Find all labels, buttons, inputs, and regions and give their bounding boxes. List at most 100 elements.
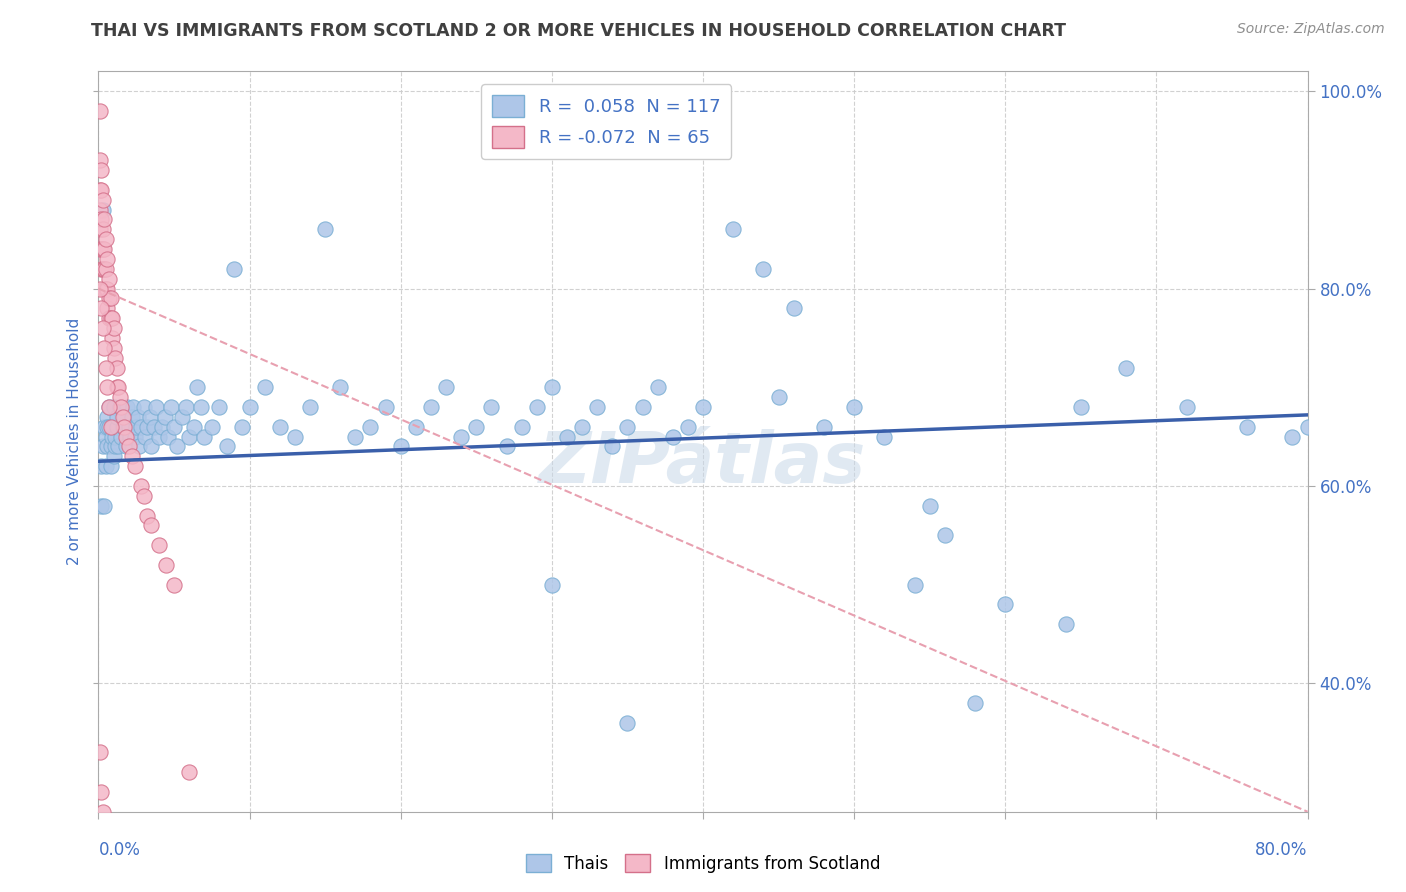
Point (128, 440, 150, 454)
Point (1054, 617, 1077, 632)
Point (103, 450, 125, 464)
Point (253, 380, 276, 394)
Point (571, 419, 593, 434)
Point (94, 232, 117, 246)
Point (107, 440, 129, 454)
Point (103, 400, 125, 414)
Point (91, 202, 114, 217)
Point (96, 440, 118, 454)
Point (100, 311, 122, 326)
Point (90, 183, 112, 197)
Point (111, 419, 134, 434)
Point (93, 419, 115, 434)
Point (94, 459, 117, 474)
Point (1296, 419, 1319, 434)
Point (160, 400, 183, 414)
Point (844, 400, 866, 414)
Point (91, 242, 114, 256)
Point (121, 409, 143, 424)
Point (110, 400, 132, 414)
Point (676, 419, 699, 434)
Point (141, 518, 163, 533)
Point (148, 538, 170, 552)
Point (540, 577, 562, 591)
Text: 80.0%: 80.0% (1256, 841, 1308, 859)
Point (994, 598, 1017, 612)
Point (616, 715, 638, 730)
Point (93, 261, 115, 276)
Point (174, 400, 197, 414)
Point (145, 400, 167, 414)
Point (89, 202, 111, 217)
Point (118, 419, 141, 434)
Point (122, 400, 145, 414)
Point (96, 380, 118, 394)
Point (163, 577, 186, 591)
Point (134, 429, 156, 443)
Point (239, 400, 262, 414)
Point (91, 261, 114, 276)
Point (101, 419, 124, 434)
Point (190, 400, 212, 414)
Point (90, 499, 112, 513)
Point (904, 577, 927, 591)
Point (420, 400, 443, 414)
Point (586, 400, 609, 414)
Point (132, 400, 155, 414)
Point (405, 419, 427, 434)
Point (783, 301, 806, 316)
Point (723, 222, 745, 236)
Point (121, 450, 143, 464)
Point (89, 103, 111, 118)
Point (89, 746, 111, 760)
Point (96, 419, 118, 434)
Point (616, 419, 638, 434)
Point (465, 419, 488, 434)
Point (118, 440, 141, 454)
Point (186, 380, 208, 394)
Point (1070, 400, 1092, 414)
Point (139, 409, 162, 424)
Point (98, 271, 121, 285)
Point (93, 499, 115, 513)
Point (141, 440, 163, 454)
Point (105, 380, 128, 394)
Point (105, 360, 128, 375)
Point (101, 331, 124, 345)
Point (153, 409, 176, 424)
Point (231, 419, 253, 434)
Point (98, 400, 121, 414)
Point (129, 419, 152, 434)
Point (104, 429, 127, 443)
Point (752, 261, 775, 276)
Point (93, 281, 115, 295)
Point (90, 242, 112, 256)
Point (100, 419, 122, 434)
Point (179, 429, 201, 443)
Point (127, 409, 149, 424)
Point (166, 440, 188, 454)
Point (114, 429, 136, 443)
Text: ZIPátlas: ZIPátlas (540, 429, 866, 499)
Point (374, 400, 396, 414)
Point (495, 440, 517, 454)
Point (98, 419, 121, 434)
Text: 0.0%: 0.0% (98, 841, 141, 859)
Point (155, 558, 177, 572)
Point (125, 419, 148, 434)
Point (163, 419, 186, 434)
Point (183, 419, 205, 434)
Point (510, 419, 533, 434)
Point (329, 380, 352, 394)
Point (98, 292, 121, 306)
Point (918, 499, 941, 513)
Point (1115, 360, 1137, 375)
Point (450, 429, 472, 443)
Point (112, 419, 135, 434)
Point (110, 429, 132, 443)
Point (94, 261, 117, 276)
Point (434, 380, 457, 394)
Point (934, 528, 956, 542)
Point (555, 429, 578, 443)
Point (132, 489, 155, 503)
